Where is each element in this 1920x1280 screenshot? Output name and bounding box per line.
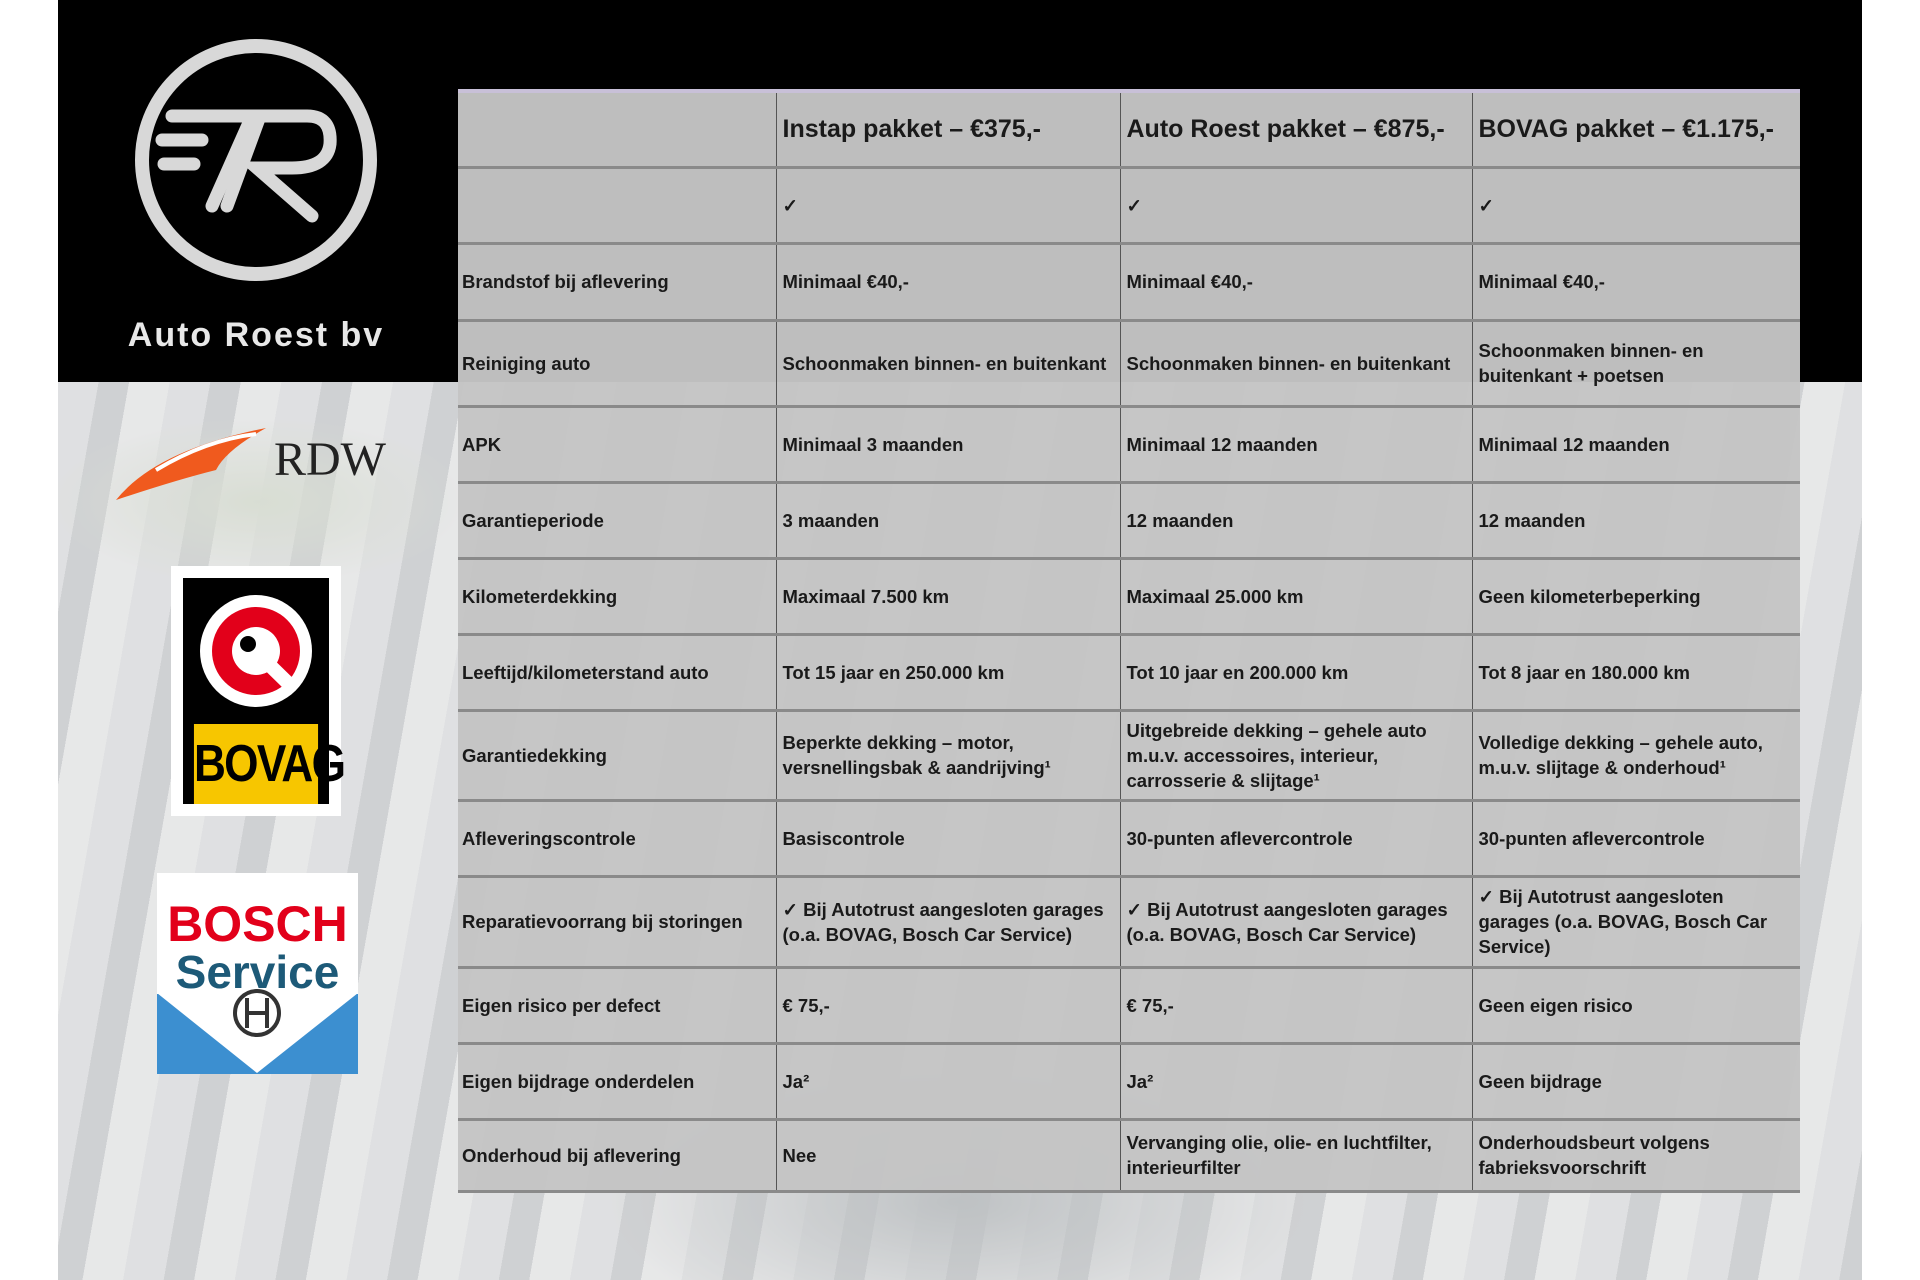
table-cell: Uitgebreide dekking – gehele auto m.u.v.… — [1119, 710, 1472, 802]
table-cell: € 75,- — [1119, 967, 1472, 1045]
table-cell: Maximaal 7.500 km — [775, 558, 1120, 636]
table-header-row: Instap pakket – €375,- Auto Roest pakket … — [458, 89, 1800, 169]
column-header: Auto Roest pakket – €875,- — [1119, 89, 1472, 169]
rdw-text: RDW — [274, 433, 386, 486]
table-cell: Ja² — [1119, 1043, 1472, 1121]
bovag-text: BOVAG — [193, 724, 346, 804]
column-header: BOVAG pakket – €1.175,- — [1471, 89, 1800, 169]
table-cell: ✓ — [775, 167, 1120, 245]
row-label: APK — [458, 406, 776, 484]
package-comparison-table: Instap pakket – €375,- Auto Roest pakket … — [458, 89, 1800, 1193]
row-label: Eigen bijdrage onderdelen — [458, 1043, 776, 1121]
table-cell: 12 maanden — [1471, 482, 1800, 560]
table-cell: ✓ — [1119, 167, 1472, 245]
table-cell: Minimaal 12 maanden — [1471, 406, 1800, 484]
table-cell: Minimaal €40,- — [775, 243, 1120, 322]
table-cell: Basiscontrole — [775, 800, 1120, 878]
table-row: Leeftijd/kilometerstand auto Tot 15 jaar … — [458, 634, 1800, 712]
table-cell: Minimaal €40,- — [1471, 243, 1800, 322]
table-row: Eigen bijdrage onderdelen Ja² Ja² Geen bijd… — [458, 1043, 1800, 1121]
row-label: Kilometerdekking — [458, 558, 776, 636]
brand-name: Auto Roest bv — [127, 316, 385, 354]
table-row: APK Minimaal 3 maanden Minimaal 12 maanden… — [458, 406, 1800, 484]
table-row: Garantiedekking Beperkte dekking – motor,… — [458, 710, 1800, 802]
bovag-emblem-icon — [200, 595, 312, 707]
table-cell: Geen kilometerbeperking — [1471, 558, 1800, 636]
table-cell: Tot 15 jaar en 250.000 km — [775, 634, 1120, 712]
bosch-shield-icon — [157, 973, 358, 1073]
table-cell: ✓ — [1471, 167, 1800, 245]
bovag-logo: BOVAG — [171, 566, 346, 816]
bosch-service-logo: BOSCH Service — [157, 873, 358, 1074]
auto-roest-logo-icon — [135, 39, 377, 281]
table-cell: Minimaal 12 maanden — [1119, 406, 1472, 484]
table-row: Kilometerdekking Maximaal 7.500 km Maximaa… — [458, 558, 1800, 636]
table-cell: Minimaal 3 maanden — [775, 406, 1120, 484]
column-header — [458, 89, 776, 169]
table-cell: ✓ Bij Autotrust aangesloten garages (o.a… — [1119, 876, 1472, 969]
table-cell: 3 maanden — [775, 482, 1120, 560]
table-cell: Volledige dekking – gehele auto, m.u.v. … — [1471, 710, 1800, 802]
table-cell: Tot 8 jaar en 180.000 km — [1471, 634, 1800, 712]
table-row: Afleveringscontrole Basiscontrole 30-punte… — [458, 800, 1800, 878]
table-cell: Minimaal €40,- — [1119, 243, 1472, 322]
column-header: Instap pakket – €375,- — [775, 89, 1120, 169]
row-label: Onderhoud bij aflevering — [458, 1119, 776, 1193]
row-label: Garantieperiode — [458, 482, 776, 560]
table-cell: € 75,- — [775, 967, 1120, 1045]
table-cell: Beperkte dekking – motor, versnellingsba… — [775, 710, 1120, 802]
table-row: Onderhoud bij aflevering Nee Vervanging ol… — [458, 1119, 1800, 1193]
table-row: Garantieperiode 3 maanden 12 maanden 12 maa… — [458, 482, 1800, 560]
table-cell: Tot 10 jaar en 200.000 km — [1119, 634, 1472, 712]
table-row: Eigen risico per defect € 75,- € 75,- Geen … — [458, 967, 1800, 1045]
table-cell: 30-punten aflevercontrole — [1119, 800, 1472, 878]
table-cell: Nee — [775, 1119, 1120, 1193]
row-label: Garantiedekking — [458, 710, 776, 802]
table-cell: Schoonmaken binnen- en buitenkant — [1119, 320, 1472, 408]
row-label: Leeftijd/kilometerstand auto — [458, 634, 776, 712]
table-cell: Schoonmaken binnen- en buitenkant + poet… — [1471, 320, 1800, 408]
row-label: Eigen risico per defect — [458, 967, 776, 1045]
row-label: Afleveringscontrole — [458, 800, 776, 878]
row-label — [458, 167, 776, 245]
table-cell: Maximaal 25.000 km — [1119, 558, 1472, 636]
rdw-logo: RDW — [116, 420, 406, 504]
table-cell: Onderhoudsbeurt volgens fabrieksvoorschr… — [1471, 1119, 1800, 1193]
table-row: Reiniging auto Schoonmaken binnen- en bui… — [458, 320, 1800, 408]
table-row: ✓ ✓ ✓ — [458, 167, 1800, 245]
table-cell: Geen eigen risico — [1471, 967, 1800, 1045]
service-text: Service — [175, 946, 340, 998]
row-label: Brandstof bij aflevering — [458, 243, 776, 322]
bosch-text: BOSCH — [167, 896, 348, 952]
table-cell: 12 maanden — [1119, 482, 1472, 560]
row-label: Reiniging auto — [458, 320, 776, 408]
table-cell: Vervanging olie, olie- en luchtfilter, i… — [1119, 1119, 1472, 1193]
table-row: Brandstof bij aflevering Minimaal €40,- Mi… — [458, 243, 1800, 322]
table-cell: ✓ Bij Autotrust aangesloten garages (o.a… — [1471, 876, 1800, 969]
table-cell: Geen bijdrage — [1471, 1043, 1800, 1121]
table-row: Reparatievoorrang bij storingen ✓ Bij Aut… — [458, 876, 1800, 969]
rdw-feather-icon — [116, 428, 266, 500]
row-label: Reparatievoorrang bij storingen — [458, 876, 776, 969]
table-cell: Schoonmaken binnen- en buitenkant — [775, 320, 1120, 408]
table-cell: 30-punten aflevercontrole — [1471, 800, 1800, 878]
table-cell: Ja² — [775, 1043, 1120, 1121]
table-cell: ✓ Bij Autotrust aangesloten garages (o.a… — [775, 876, 1120, 969]
